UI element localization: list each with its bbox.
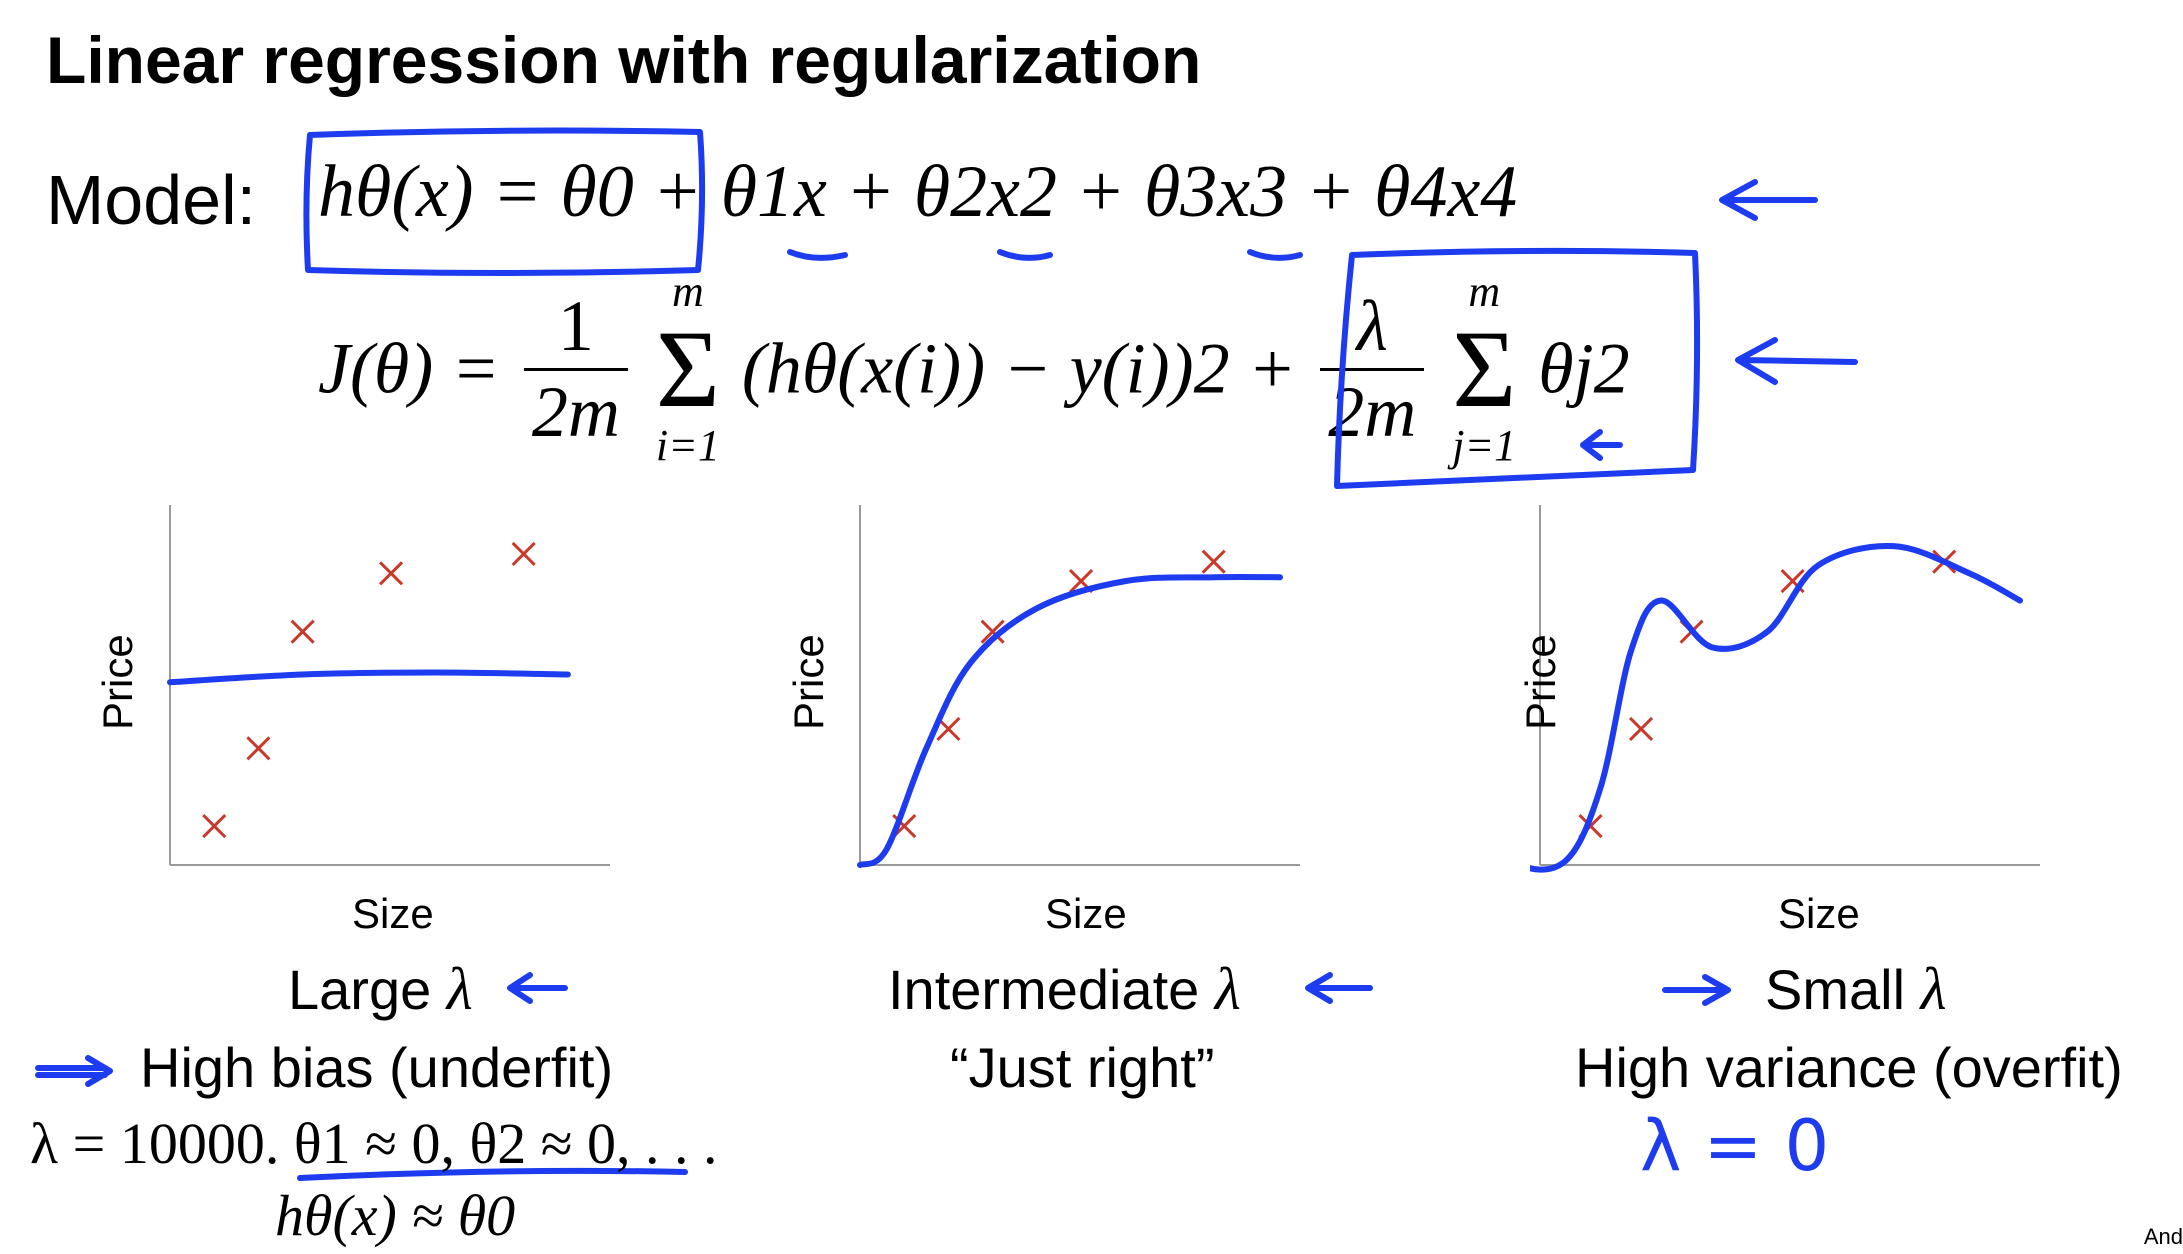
underline-theta1 <box>787 249 848 261</box>
fraction-numerator: 1 <box>557 285 594 366</box>
lambda-symbol: λ <box>1920 956 1947 1022</box>
hypothesis-term: hθ(x) = θ0 <box>318 151 634 233</box>
fraction-denominator: 2m <box>531 371 620 452</box>
arrow-cost <box>1735 337 1858 385</box>
note-lambda-large: λ = 10000. θ1 ≈ 0, θ2 ≈ 0, . . . <box>30 1111 718 1176</box>
chart-intermediate-lambda <box>857 505 1300 868</box>
caption-just-right: “Just right” <box>950 1036 1215 1099</box>
chart-small-lambda <box>1530 505 2040 873</box>
fraction-one-over-2m: 1 2m <box>523 285 628 454</box>
fraction-bar <box>1320 367 1425 371</box>
data-point <box>290 619 315 644</box>
fraction-bar <box>523 367 628 371</box>
sum-over-i: m Σ i=1 <box>656 270 720 468</box>
regularization-term: θj2 <box>1538 328 1630 409</box>
model-equation: hθ(x) = θ0 + θ1x + θ2x2 + θ3x3 + θ4x4 <box>318 150 1517 235</box>
fraction-numerator: λ <box>1356 285 1388 366</box>
sum-lower-limit: i=1 <box>655 421 720 470</box>
model-label: Model: <box>46 161 257 239</box>
underline-theta-zero <box>297 1167 688 1181</box>
cost-lhs: J(θ) = <box>318 328 500 409</box>
credit-text: And <box>2143 1224 2183 1249</box>
data-point <box>246 736 271 761</box>
sigma-symbol: Σ <box>1452 308 1517 430</box>
fit-curve <box>857 573 1283 868</box>
data-point <box>511 541 536 566</box>
data-point <box>378 561 404 586</box>
data-point <box>1201 549 1226 574</box>
sum-over-j: m Σ j=1 <box>1452 270 1516 468</box>
x-axis-label: Size <box>352 890 434 937</box>
caption-high-variance: High variance (overfit) <box>1575 1036 2123 1099</box>
model-rest-terms: + θ1x + θ2x2 + θ3x3 + θ4x4 <box>652 151 1518 233</box>
fit-curve <box>167 669 571 686</box>
sum-upper-limit: m <box>672 267 704 316</box>
data-point <box>1628 716 1654 741</box>
x-axis-label: Size <box>1778 890 1860 937</box>
x-axis-label: Size <box>1045 890 1127 937</box>
sum-lower-limit: j=1 <box>1452 421 1517 470</box>
squared-error-term: (hθ(x(i)) − y(i))2 + <box>741 328 1297 409</box>
data-point <box>202 814 227 839</box>
sum-upper-limit: m <box>1468 267 1501 316</box>
arrow-small-lambda <box>1662 974 1731 1006</box>
regularization-box <box>1334 247 1701 489</box>
page-title: Linear regression with regularization <box>46 23 1202 97</box>
note-hypothesis-approx: hθ(x) ≈ θ0 <box>275 1183 516 1248</box>
caption-high-bias: High bias (underfit) <box>140 1036 614 1099</box>
caption-main: Intermediate <box>888 958 1200 1021</box>
chart-large-lambda <box>167 505 610 866</box>
handwritten-lambda-zero: λ = 0 <box>1640 1105 1830 1187</box>
caption-intermediate-lambda: Intermediate λ <box>888 955 1241 1024</box>
y-axis-label: Price <box>1517 634 1564 730</box>
arrow-intermediate-lambda <box>1305 972 1373 1004</box>
hypothesis-box <box>303 127 706 276</box>
caption-large-lambda: Large λ <box>288 955 473 1024</box>
lambda-symbol: λ <box>446 956 473 1022</box>
fit-curve <box>1530 542 2023 873</box>
cost-function: J(θ) = 1 2m m Σ i=1 (hθ(x(i)) − y(i))2 +… <box>318 270 1630 470</box>
lambda-symbol: λ <box>1214 956 1241 1022</box>
underline-theta3 <box>1247 249 1303 261</box>
arrow-large-lambda <box>507 972 568 1004</box>
data-point <box>980 619 1005 644</box>
arrow-high-bias <box>35 1055 113 1087</box>
caption-main: Small <box>1765 958 1906 1021</box>
sigma-symbol: Σ <box>655 308 720 430</box>
caption-small-lambda: Small λ <box>1765 955 1947 1024</box>
y-axis-label: Price <box>785 634 832 730</box>
arrow-model <box>1719 179 1818 221</box>
y-axis-label: Price <box>94 634 141 730</box>
underline-theta2 <box>997 249 1053 261</box>
arrow-j1 <box>1580 429 1623 461</box>
caption-main: Large <box>288 958 432 1021</box>
